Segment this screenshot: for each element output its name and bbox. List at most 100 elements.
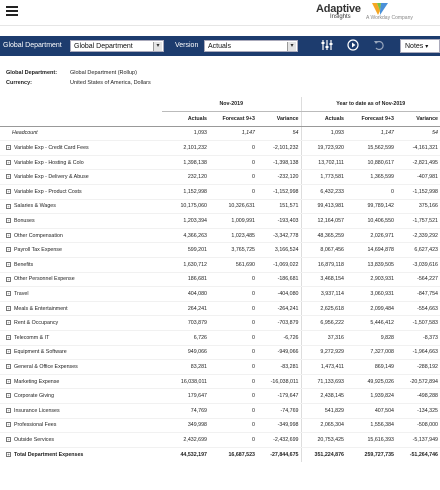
expand-plus-icon[interactable]: + <box>6 437 11 443</box>
cell[interactable]: 2,625,618 <box>300 301 346 317</box>
cell[interactable]: 6,627,423 <box>396 242 440 259</box>
row-label[interactable]: + General & Office Expenses <box>0 359 162 375</box>
cell[interactable]: -193,403 <box>257 213 301 229</box>
cell[interactable]: -1,964,663 <box>396 345 440 361</box>
row-label[interactable]: + Professional Fees <box>0 418 162 434</box>
undo-icon[interactable] <box>372 39 386 53</box>
cell[interactable]: 3,060,931 <box>346 286 396 302</box>
cell[interactable]: 561,690 <box>209 257 257 273</box>
cell[interactable]: 407,504 <box>346 403 396 419</box>
cell[interactable]: -1,398,138 <box>257 155 301 171</box>
cell[interactable]: 20,753,425 <box>300 432 346 448</box>
row-label[interactable]: + Telecomm & IT <box>0 330 162 346</box>
cell[interactable]: 0 <box>209 155 257 171</box>
cell[interactable]: 54 <box>396 126 440 142</box>
cell[interactable]: 186,681 <box>162 272 209 288</box>
expand-plus-icon[interactable]: + <box>6 188 11 194</box>
row-label[interactable]: + Meals & Entertainment <box>0 301 162 317</box>
cell[interactable]: 703,879 <box>162 315 209 331</box>
cell[interactable]: -83,281 <box>257 359 301 375</box>
cell[interactable]: 0 <box>209 272 257 288</box>
cell[interactable]: 0 <box>209 388 257 404</box>
expand-plus-icon[interactable]: + <box>6 407 11 413</box>
cell[interactable]: 0 <box>209 140 257 156</box>
cell[interactable]: -20,572,894 <box>396 374 440 390</box>
cell[interactable]: 99,789,142 <box>346 199 396 215</box>
cell[interactable]: -3,342,778 <box>257 228 301 244</box>
cell[interactable]: 1,939,824 <box>346 388 396 404</box>
expand-plus-icon[interactable]: + <box>6 451 11 457</box>
cell[interactable]: 0 <box>209 374 257 390</box>
cell[interactable]: 74,769 <box>162 403 209 419</box>
cell[interactable]: -186,681 <box>257 272 301 288</box>
cell[interactable]: -179,647 <box>257 388 301 404</box>
cell[interactable]: -554,663 <box>396 301 440 317</box>
cell[interactable]: -264,241 <box>257 301 301 317</box>
cell[interactable]: 0 <box>209 345 257 361</box>
expand-plus-icon[interactable]: + <box>6 276 11 282</box>
cell[interactable]: -134,325 <box>396 403 440 419</box>
cell[interactable]: 1,398,138 <box>162 155 209 171</box>
cell[interactable]: 3,765,725 <box>209 242 257 259</box>
cell[interactable]: 0 <box>209 403 257 419</box>
row-label[interactable]: + Total Department Expenses <box>0 446 162 462</box>
cell[interactable]: 1,203,394 <box>162 213 209 229</box>
row-label[interactable]: + Salaries & Wages <box>0 199 162 215</box>
row-label[interactable]: + Rent & Occupancy <box>0 315 162 331</box>
cell[interactable]: 0 <box>209 432 257 448</box>
cell[interactable]: 541,829 <box>300 403 346 419</box>
cell[interactable]: 1,093 <box>300 126 346 142</box>
cell[interactable]: 0 <box>209 286 257 302</box>
row-label[interactable]: + Insurance Licenses <box>0 403 162 419</box>
cell[interactable]: 48,365,259 <box>300 228 346 244</box>
expand-plus-icon[interactable]: + <box>6 378 11 384</box>
cell[interactable]: 0 <box>209 418 257 434</box>
cell[interactable]: 6,726 <box>162 330 209 346</box>
cell[interactable]: -2,821,495 <box>396 155 440 171</box>
cell[interactable]: 71,133,693 <box>300 374 346 390</box>
cell[interactable]: -1,069,022 <box>257 257 301 273</box>
row-label[interactable]: + Benefits <box>0 257 162 273</box>
cell[interactable]: 3,468,154 <box>300 272 346 288</box>
cell[interactable]: 1,473,411 <box>300 359 346 375</box>
cell[interactable]: -498,288 <box>396 388 440 404</box>
cell[interactable]: -74,769 <box>257 403 301 419</box>
cell[interactable]: 1,009,991 <box>209 213 257 229</box>
cell[interactable]: -2,101,232 <box>257 140 301 156</box>
cell[interactable]: 264,241 <box>162 301 209 317</box>
cell[interactable]: -349,998 <box>257 418 301 434</box>
cell[interactable]: -703,879 <box>257 315 301 331</box>
row-label[interactable]: + Marketing Expense <box>0 374 162 390</box>
cell[interactable]: 0 <box>209 184 257 200</box>
expand-plus-icon[interactable]: + <box>6 203 11 209</box>
cell[interactable]: 2,432,699 <box>162 432 209 448</box>
cell[interactable]: -847,754 <box>396 286 440 302</box>
row-label[interactable]: + Variable Exp - Delivery & Abuse <box>0 169 162 186</box>
cell[interactable]: 16,879,118 <box>300 257 346 273</box>
cell[interactable]: 2,026,971 <box>346 228 396 244</box>
cell[interactable]: 16,687,523 <box>209 446 257 462</box>
expand-plus-icon[interactable]: + <box>6 291 11 297</box>
cell[interactable]: 1,023,485 <box>209 228 257 244</box>
cell[interactable]: -27,844,675 <box>257 446 301 462</box>
cell[interactable]: 15,616,393 <box>346 432 396 448</box>
expand-plus-icon[interactable]: + <box>6 305 11 311</box>
row-label[interactable]: + Outside Services <box>0 432 162 448</box>
cell[interactable]: 99,413,981 <box>300 199 346 215</box>
cell[interactable]: -564,227 <box>396 272 440 288</box>
expand-plus-icon[interactable]: + <box>6 334 11 340</box>
cell[interactable]: 0 <box>209 301 257 317</box>
cell[interactable]: 1,365,599 <box>346 169 396 186</box>
cell[interactable]: -3,039,616 <box>396 257 440 273</box>
cell[interactable]: 2,438,145 <box>300 388 346 404</box>
cell[interactable]: 2,101,232 <box>162 140 209 156</box>
cell[interactable]: 0 <box>209 315 257 331</box>
cell[interactable]: 13,702,111 <box>300 155 346 171</box>
row-label[interactable]: + Bonuses <box>0 213 162 229</box>
cell[interactable]: 10,880,617 <box>346 155 396 171</box>
cell[interactable]: -1,757,521 <box>396 213 440 229</box>
expand-plus-icon[interactable]: + <box>6 232 11 238</box>
cell[interactable]: 375,166 <box>396 199 440 215</box>
expand-plus-icon[interactable]: + <box>6 364 11 370</box>
cell[interactable]: 5,446,412 <box>346 315 396 331</box>
